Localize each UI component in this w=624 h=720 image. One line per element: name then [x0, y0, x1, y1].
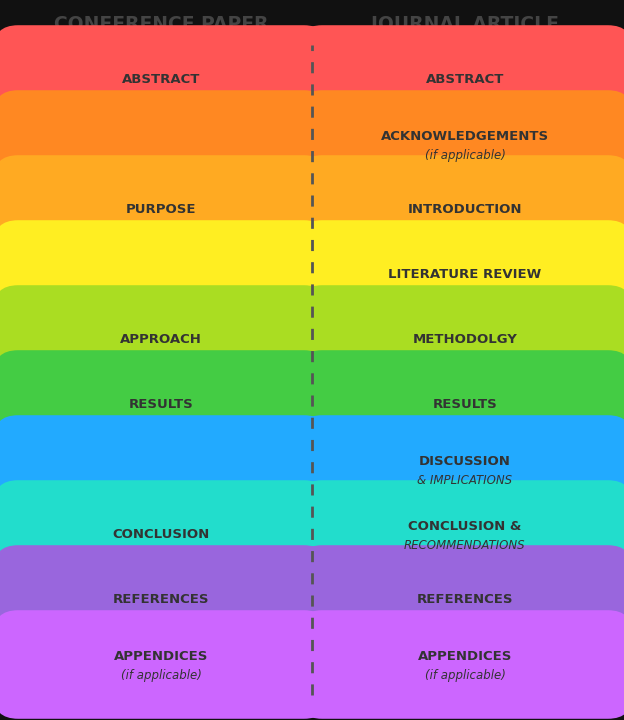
Text: RESULTS: RESULTS — [129, 398, 193, 411]
FancyBboxPatch shape — [297, 285, 624, 394]
Text: PURPOSE: PURPOSE — [126, 203, 197, 216]
Text: ACKNOWLEDGEMENTS: ACKNOWLEDGEMENTS — [381, 130, 549, 143]
FancyBboxPatch shape — [0, 156, 329, 264]
Text: DISCUSSION: DISCUSSION — [419, 455, 511, 468]
FancyBboxPatch shape — [0, 285, 329, 394]
Text: CONCLUSION &: CONCLUSION & — [408, 520, 522, 533]
Text: REFERENCES: REFERENCES — [417, 593, 514, 606]
FancyBboxPatch shape — [297, 350, 624, 459]
FancyBboxPatch shape — [0, 25, 329, 134]
Text: (if applicable): (if applicable) — [424, 148, 505, 161]
Text: CONFERENCE PAPER: CONFERENCE PAPER — [54, 16, 268, 35]
Text: RECOMMENDATIONS: RECOMMENDATIONS — [404, 539, 526, 552]
Text: CONCLUSION: CONCLUSION — [112, 528, 210, 541]
Text: APPROACH: APPROACH — [120, 333, 202, 346]
FancyBboxPatch shape — [0, 90, 329, 199]
FancyBboxPatch shape — [297, 220, 624, 329]
FancyBboxPatch shape — [0, 350, 329, 459]
FancyBboxPatch shape — [0, 220, 329, 329]
Text: & IMPLICATIONS: & IMPLICATIONS — [417, 474, 512, 487]
FancyBboxPatch shape — [0, 611, 329, 719]
FancyBboxPatch shape — [297, 545, 624, 654]
Text: ABSTRACT: ABSTRACT — [426, 73, 504, 86]
Text: REFERENCES: REFERENCES — [113, 593, 209, 606]
Text: JOURNAL ARTICLE: JOURNAL ARTICLE — [371, 16, 559, 35]
FancyBboxPatch shape — [0, 545, 329, 654]
FancyBboxPatch shape — [297, 90, 624, 199]
Text: LITERATURE REVIEW: LITERATURE REVIEW — [388, 268, 542, 281]
Text: RESULTS: RESULTS — [432, 398, 497, 411]
Text: APPENDICES: APPENDICES — [418, 649, 512, 662]
Text: INTRODUCTION: INTRODUCTION — [407, 203, 522, 216]
FancyBboxPatch shape — [297, 156, 624, 264]
FancyBboxPatch shape — [297, 25, 624, 134]
Text: METHODOLGY: METHODOLGY — [412, 333, 517, 346]
FancyBboxPatch shape — [297, 611, 624, 719]
FancyBboxPatch shape — [0, 415, 329, 523]
Text: ABSTRACT: ABSTRACT — [122, 73, 200, 86]
Text: (if applicable): (if applicable) — [120, 669, 202, 682]
FancyBboxPatch shape — [297, 415, 624, 523]
FancyBboxPatch shape — [297, 480, 624, 589]
Text: APPENDICES: APPENDICES — [114, 649, 208, 662]
Text: (if applicable): (if applicable) — [424, 669, 505, 682]
FancyBboxPatch shape — [0, 480, 329, 589]
